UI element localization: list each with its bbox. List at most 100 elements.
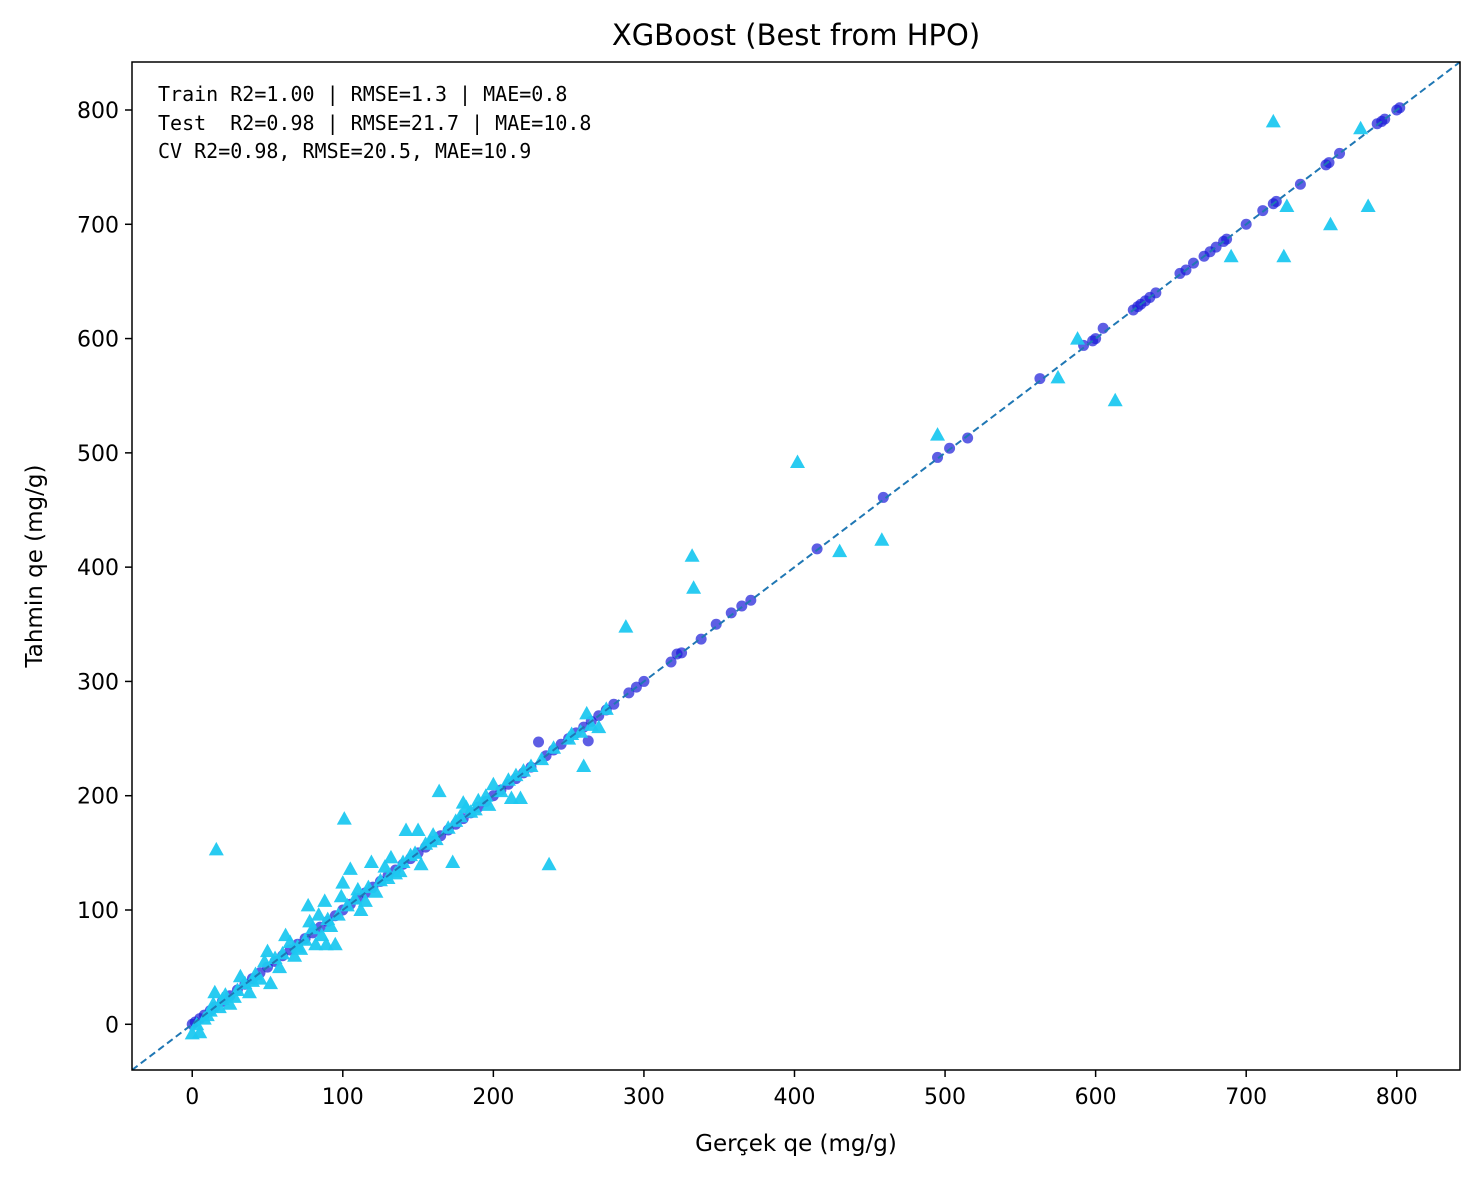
x-tick-label: 100: [322, 1085, 364, 1110]
data-point-triangle: [342, 861, 358, 875]
y-tick-label: 200: [77, 785, 119, 810]
data-point-triangle: [256, 953, 272, 968]
data-point-triangle: [576, 758, 592, 772]
data-point-triangle: [267, 950, 283, 964]
data-point-triangle: [431, 783, 447, 798]
data-point-triangle: [398, 822, 414, 836]
x-tick-label: 0: [185, 1085, 199, 1110]
data-point-triangle: [1265, 113, 1281, 128]
data-point-triangle: [287, 948, 303, 962]
data-point-triangle: [360, 879, 376, 894]
data-point-triangle: [470, 792, 486, 807]
data-point-triangle: [335, 875, 351, 889]
x-tick-label: 600: [1075, 1085, 1117, 1110]
data-point-triangle: [546, 740, 562, 754]
data-point-triangle: [618, 619, 634, 633]
y-tick-label: 800: [77, 99, 119, 124]
data-point-triangle: [1323, 216, 1339, 231]
data-point-triangle: [410, 822, 426, 836]
data-point-triangle: [395, 854, 411, 868]
data-point-triangle: [1070, 331, 1086, 345]
data-point-triangle: [241, 984, 257, 999]
plot-frame: [131, 61, 1461, 1071]
x-tick-label: 700: [1225, 1085, 1267, 1110]
data-point-triangle: [485, 776, 501, 791]
data-point-triangle: [1276, 248, 1292, 263]
data-point-triangle: [684, 548, 700, 562]
data-point-triangle: [481, 797, 497, 811]
data-point-triangle: [515, 763, 531, 777]
data-point-triangle: [272, 959, 288, 974]
data-point-triangle: [207, 984, 223, 999]
y-tick-label: 400: [77, 556, 119, 581]
data-point-triangle: [445, 854, 461, 868]
data-point-triangle: [591, 719, 607, 734]
data-point-triangle: [874, 532, 890, 546]
y-axis-ticks: 0 100 200 300 400 500 600 700 800: [77, 99, 132, 1038]
data-point-triangle: [541, 856, 557, 871]
data-point-circle: [725, 607, 737, 619]
data-point-triangle: [579, 705, 595, 720]
data-point-circle: [710, 618, 722, 630]
data-point-triangle: [308, 936, 324, 951]
data-point-triangle: [508, 767, 524, 782]
annotation-cv: CV R2=0.98, RMSE=20.5, MAE=10.9: [158, 139, 531, 163]
x-axis-label: Gerçek qe (mg/g): [695, 1131, 897, 1157]
data-point-triangle: [363, 854, 379, 868]
data-point-triangle: [357, 893, 373, 907]
data-point-triangle: [686, 580, 702, 594]
data-point-triangle: [392, 863, 408, 878]
data-point-triangle: [1050, 369, 1066, 384]
data-point-triangle: [333, 888, 349, 903]
x-tick-label: 500: [924, 1085, 966, 1110]
data-point-circle: [1034, 373, 1046, 385]
data-point-triangle: [192, 1024, 208, 1039]
data-point-triangle: [311, 907, 327, 921]
data-point-triangle: [314, 927, 330, 942]
data-point-triangle: [1107, 392, 1123, 407]
data-point-triangle: [413, 856, 429, 871]
data-point-triangle: [383, 849, 399, 864]
x-tick-label: 200: [472, 1085, 514, 1110]
data-point-triangle: [1353, 120, 1369, 135]
data-point-triangle: [323, 918, 339, 932]
data-point-triangle: [260, 943, 276, 958]
data-point-circle: [533, 736, 545, 748]
data-point-triangle: [317, 893, 333, 907]
annotation-test: Test R2=0.98 | RMSE=21.7 | MAE=10.8: [158, 111, 591, 135]
data-point-circle: [962, 432, 974, 444]
x-axis-ticks: 0 100 200 300 400 500 600 700 800: [185, 1070, 1418, 1110]
data-point-circle: [932, 451, 944, 463]
data-point-triangle: [208, 841, 224, 856]
data-point-triangle: [211, 999, 227, 1014]
data-point-triangle: [327, 936, 343, 951]
data-point-triangle: [452, 808, 468, 823]
data-point-triangle: [293, 941, 309, 955]
data-point-triangle: [336, 811, 352, 825]
data-point-triangle: [512, 790, 528, 804]
y-axis-label: Tahmin qe (mg/g): [22, 465, 48, 669]
data-point-triangle: [930, 427, 946, 441]
identity-reference-line: [131, 61, 1461, 1071]
data-point-triangle: [440, 820, 456, 834]
data-point-triangle: [377, 859, 393, 873]
data-point-triangle: [275, 945, 291, 960]
data-point-triangle: [407, 845, 423, 859]
data-point-triangle: [300, 897, 316, 912]
x-tick-label: 800: [1376, 1085, 1418, 1110]
y-tick-label: 0: [105, 1013, 119, 1038]
data-point-circle: [1097, 322, 1109, 334]
data-point-triangle: [790, 454, 806, 468]
data-point-triangle: [1223, 248, 1239, 263]
data-point-triangle: [252, 971, 268, 985]
data-point-triangle: [263, 975, 279, 990]
data-point-triangle: [305, 920, 321, 935]
data-point-triangle: [832, 543, 848, 558]
data-point-triangle: [1360, 198, 1376, 212]
data-point-triangle: [222, 996, 238, 1010]
data-point-triangle: [380, 870, 396, 884]
y-tick-label: 300: [77, 670, 119, 695]
data-point-triangle: [598, 701, 614, 715]
